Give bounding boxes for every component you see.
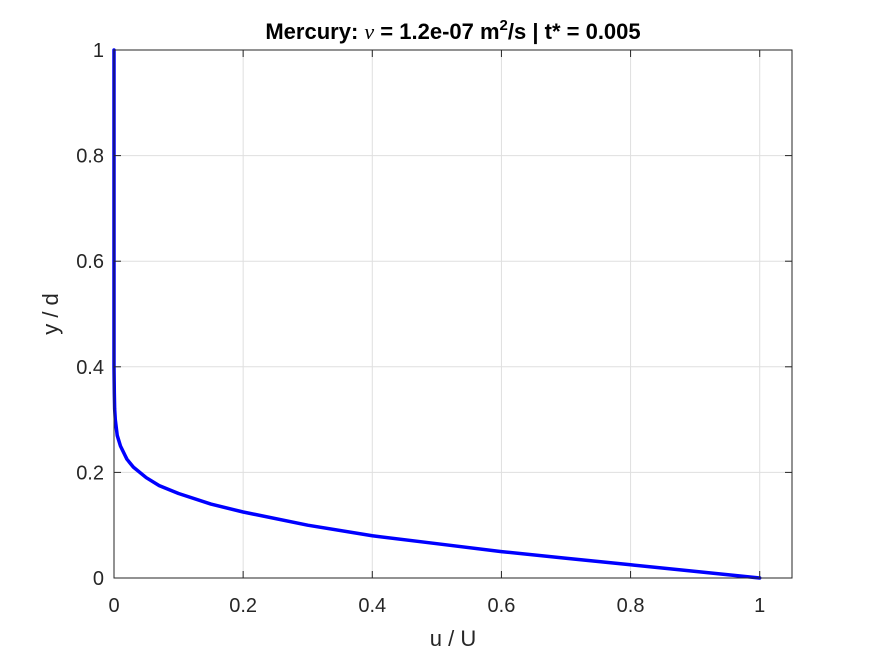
y-axis-label: y / d [38, 293, 63, 335]
x-axis-label: u / U [430, 626, 476, 651]
x-tick-label: 0.4 [358, 595, 386, 617]
y-tick-label: 0.6 [76, 251, 104, 273]
x-tick-label: 0.8 [617, 595, 645, 617]
title-middle: = 1.2e-07 m [374, 19, 499, 44]
series-line [112, 48, 762, 580]
y-tick-label: 0 [93, 568, 104, 590]
x-tick-labels: 0 0.2 0.4 0.6 0.8 1 [108, 595, 765, 617]
x-tick-label: 0 [108, 595, 119, 617]
x-tick-label: 1 [754, 595, 765, 617]
y-tick-label: 0.4 [76, 357, 104, 379]
tick-layer [113, 49, 792, 579]
chart-title: Mercury: ν = 1.2e-07 m2/s | t* = 0.005 [265, 17, 640, 44]
y-tick-label: 0.8 [76, 146, 104, 168]
y-tick-label: 1 [93, 40, 104, 62]
axes-box [113, 49, 793, 579]
y-tick-labels: 0 0.2 0.4 0.6 0.8 1 [76, 40, 104, 590]
title-superscript: 2 [500, 17, 508, 34]
title-suffix: /s | t* = 0.005 [508, 19, 641, 44]
title-prefix: Mercury: [265, 19, 364, 44]
y-tick-label: 0.2 [76, 462, 104, 484]
series-layer [112, 48, 762, 580]
x-tick-label: 0.6 [488, 595, 516, 617]
plot-area [114, 50, 792, 578]
x-tick-label: 0.2 [229, 595, 257, 617]
title-nu-symbol: ν [364, 19, 374, 44]
